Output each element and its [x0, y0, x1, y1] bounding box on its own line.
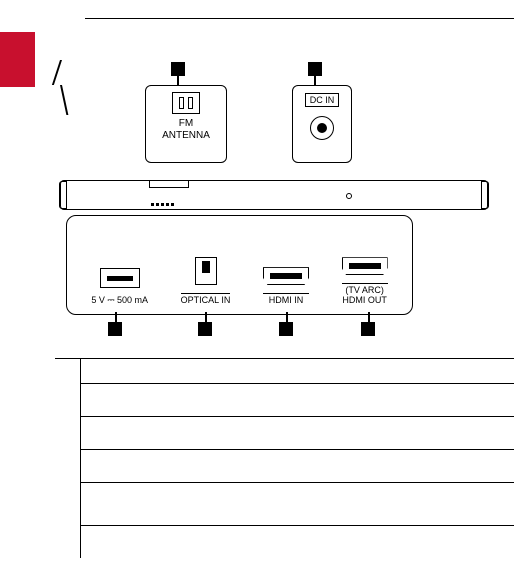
- soundbar-panel-dots: [151, 203, 174, 206]
- dc-leader-line: [60, 85, 80, 115]
- soundbar-endcap-right: [481, 181, 489, 209]
- port-optical: OPTICAL IN: [181, 226, 231, 306]
- optical-port-icon: [195, 257, 217, 285]
- table-col-divider: [80, 483, 81, 525]
- section-tab: [0, 32, 35, 87]
- soundbar-body: [60, 180, 488, 210]
- port-hdmi-in: HDMI IN: [263, 226, 309, 306]
- callout-marker-dc: [308, 62, 322, 76]
- hdmi-in-port-icon: [263, 267, 309, 285]
- callout-marker-optical: [198, 322, 212, 336]
- top-divider: [85, 18, 514, 19]
- usb-spec-label: 5 V ⎓ 500 mA: [91, 296, 148, 306]
- table-col-divider: [80, 384, 81, 416]
- dc-in-box: DC IN: [292, 85, 352, 163]
- callout-line-optical: [205, 312, 207, 322]
- fm-antenna-port-icon: [172, 92, 200, 114]
- dc-in-label: DC IN: [305, 93, 340, 107]
- description-table: [55, 358, 514, 558]
- hdmi-in-label: HDMI IN: [263, 293, 309, 306]
- rear-panel-diagram: FMANTENNA DC IN 5 V ⎓ 500 mA OPTICAL IN …: [60, 60, 490, 350]
- fm-antenna-box: FMANTENNA: [145, 85, 227, 163]
- port-usb: 5 V ⎓ 500 mA: [91, 226, 148, 306]
- fm-leader-line: [52, 60, 76, 85]
- ports-panel: 5 V ⎓ 500 mA OPTICAL IN HDMI IN (TV ARC)…: [66, 215, 413, 315]
- callout-marker-fm: [171, 62, 185, 76]
- hdmi-out-label: (TV ARC)HDMI OUT: [342, 283, 388, 306]
- soundbar-top-panel: [149, 180, 189, 188]
- table-col-divider: [80, 417, 81, 449]
- table-col-divider: [80, 450, 81, 482]
- callout-line-usb: [115, 312, 117, 322]
- port-hdmi-out: (TV ARC)HDMI OUT: [342, 226, 388, 306]
- usb-port-icon: [100, 268, 140, 288]
- callout-marker-usb: [108, 322, 122, 336]
- soundbar-screw-hole: [346, 193, 352, 199]
- soundbar-endcap-left: [59, 181, 67, 209]
- hdmi-out-port-icon: [342, 257, 388, 275]
- table-col-divider: [80, 526, 81, 558]
- fm-antenna-label: FMANTENNA: [146, 118, 226, 141]
- callout-marker-hdmi-out: [361, 322, 375, 336]
- callout-line-hdmi-in: [286, 312, 288, 322]
- dc-jack-icon: [310, 116, 334, 140]
- callout-line-hdmi-out: [368, 312, 370, 322]
- optical-label: OPTICAL IN: [181, 293, 231, 306]
- callout-marker-hdmi-in: [279, 322, 293, 336]
- table-col-divider: [80, 359, 81, 383]
